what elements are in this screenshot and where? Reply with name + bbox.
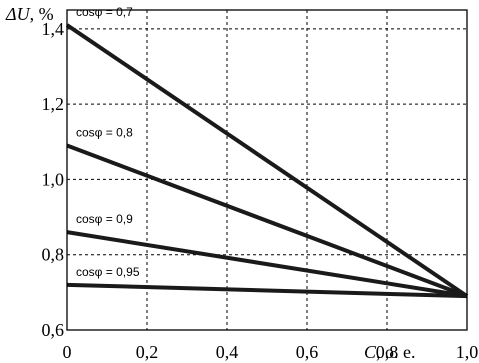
x-tick-label: 0 — [63, 342, 72, 362]
y-tick-label: 1,0 — [42, 169, 65, 189]
series-lines — [67, 25, 467, 296]
series-label: cosφ = 0,95 — [76, 265, 140, 279]
series-label: cosφ = 0,7 — [76, 5, 133, 19]
x-axis-title: C, o. e. — [364, 342, 416, 362]
tick-labels: 0 0,2 0,4 0,6 0,8 1,00,60,81,01,21,4 — [42, 19, 479, 362]
x-tick-label: 0,4 — [216, 342, 239, 362]
y-axis-symbol: ΔU — [5, 4, 31, 24]
series-label: cosφ = 0,8 — [76, 126, 133, 140]
y-axis-title: ΔU, % — [5, 4, 54, 24]
y-tick-label: 0,8 — [42, 245, 65, 265]
y-axis-unit: , % — [30, 4, 54, 24]
y-tick-label: 0,6 — [42, 320, 65, 340]
series-line — [67, 25, 467, 296]
series-label: cosφ = 0,9 — [76, 212, 133, 226]
x-tick-label: 0,6 — [296, 342, 319, 362]
x-axis-unit: , o. e. — [376, 342, 416, 362]
x-tick-label: 1,0 — [456, 342, 479, 362]
x-tick-label: 0,2 — [136, 342, 159, 362]
y-tick-label: 1,2 — [42, 94, 65, 114]
